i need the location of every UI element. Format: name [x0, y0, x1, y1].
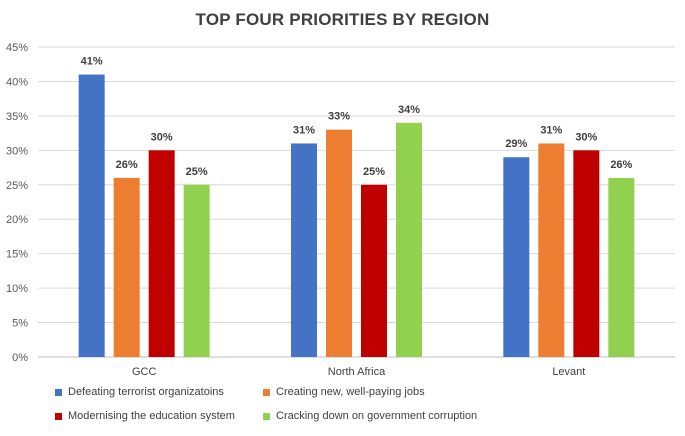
- bar: [291, 143, 317, 357]
- bar: [396, 122, 422, 358]
- data-label: 34%: [398, 104, 420, 116]
- bar: [361, 184, 387, 357]
- data-label: 30%: [151, 131, 173, 143]
- data-labels: 41% 26% 30% 25% 31% 33% 25% 34% 29% 31% 30% 26%: [81, 56, 633, 178]
- y-tick-label: 45%: [6, 42, 28, 54]
- legend-label: Modernising the education system: [68, 410, 235, 422]
- bar: [183, 184, 210, 357]
- y-tick-label: 5%: [12, 318, 28, 330]
- category-label: GCC: [132, 366, 157, 378]
- legend-item: Creating new, well-paying jobs: [263, 386, 425, 398]
- bar-chart: 0% 5% 10% 15% 20% 25% 30% 35% 40% 45% 41% 26% 30% 25…: [6, 42, 675, 378]
- data-label: 25%: [363, 166, 385, 178]
- bar: [503, 157, 530, 357]
- y-axis-tick-labels: 0% 5% 10% 15% 20% 25% 30% 35% 40% 45%: [6, 42, 28, 364]
- data-label: 31%: [293, 124, 315, 136]
- category-label: Levant: [552, 366, 585, 378]
- bar: [148, 150, 175, 357]
- legend-item: Defeating terrorist organizatoins: [55, 386, 224, 398]
- y-tick-label: 15%: [6, 249, 28, 261]
- bar: [538, 143, 565, 357]
- bar-series: [78, 74, 635, 358]
- legend-swatch: [55, 412, 62, 420]
- legend-swatch: [263, 388, 270, 396]
- bar: [78, 74, 105, 358]
- legend-label: Defeating terrorist organizatoins: [68, 386, 224, 398]
- y-tick-label: 0%: [12, 352, 28, 364]
- gridlines: [38, 46, 675, 358]
- category-labels: GCC North Africa Levant: [132, 366, 585, 378]
- legend-item: Cracking down on government corruption: [263, 410, 477, 422]
- legend-label: Cracking down on government corruption: [276, 410, 478, 422]
- data-label: 30%: [575, 131, 597, 143]
- chart-title: TOP FOUR PRIORITIES BY REGION: [195, 10, 490, 29]
- y-tick-label: 10%: [6, 283, 28, 295]
- data-label: 26%: [116, 159, 138, 171]
- data-label: 29%: [505, 138, 527, 150]
- legend: Defeating terrorist organizatoins Creatin…: [55, 386, 655, 430]
- legend-swatch: [263, 412, 270, 420]
- y-tick-label: 30%: [6, 145, 28, 157]
- legend-label: Creating new, well-paying jobs: [276, 386, 425, 398]
- bar: [113, 177, 140, 357]
- bar: [326, 129, 352, 357]
- data-label: 25%: [186, 166, 208, 178]
- data-label: 31%: [540, 124, 562, 136]
- legend-item: Modernising the education system: [55, 410, 235, 422]
- data-label: 41%: [81, 56, 103, 68]
- bar: [608, 177, 635, 357]
- y-tick-label: 40%: [6, 76, 28, 88]
- category-label: North Africa: [328, 366, 386, 378]
- y-tick-label: 20%: [6, 214, 28, 226]
- data-label: 26%: [610, 159, 632, 171]
- bar: [573, 150, 600, 357]
- y-tick-label: 35%: [6, 111, 28, 123]
- data-label: 33%: [328, 111, 350, 123]
- y-tick-label: 25%: [6, 180, 28, 192]
- legend-swatch: [55, 388, 62, 396]
